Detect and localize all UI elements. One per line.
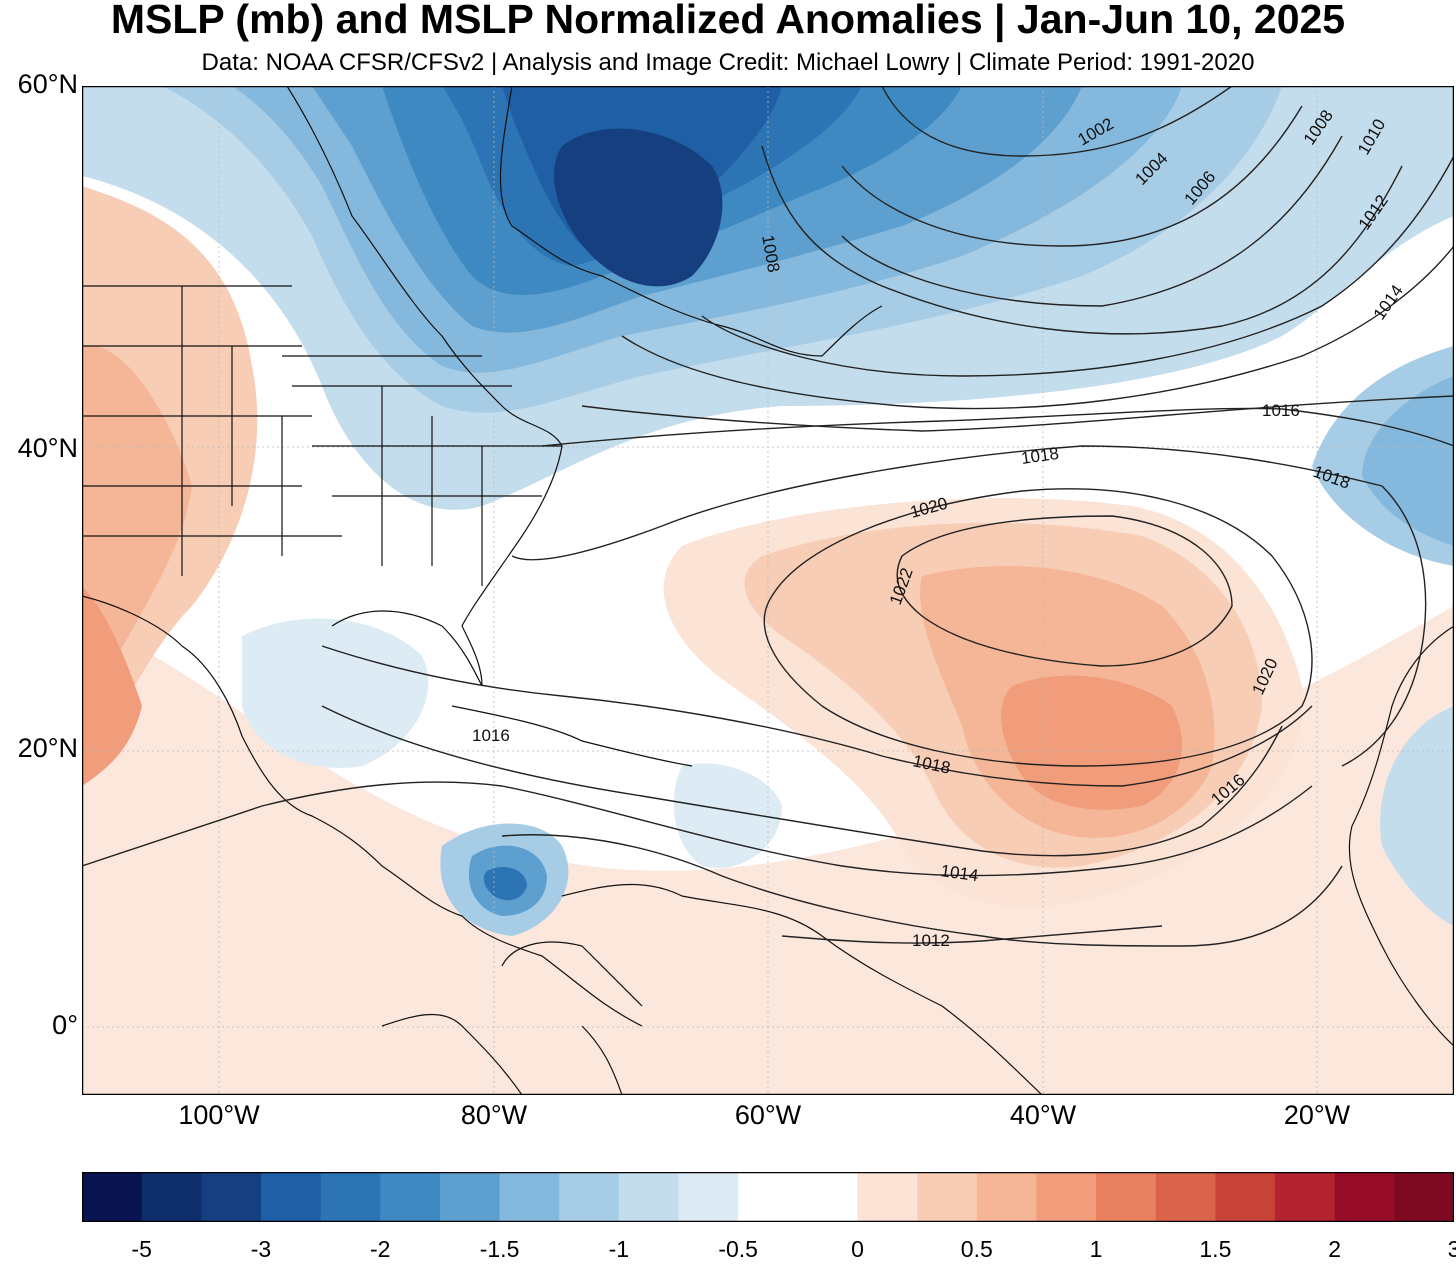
- colorbar-swatch: [380, 1172, 441, 1222]
- colorbar-tick-label: 0.5: [960, 1236, 993, 1262]
- isobar-label: 1016: [472, 726, 510, 745]
- colorbar-swatch: [260, 1172, 322, 1222]
- colorbar-tick-label: 1.5: [1199, 1236, 1232, 1262]
- lat-label-20n: 20°N: [17, 733, 78, 763]
- isobar-label: 1016: [1262, 401, 1300, 420]
- colorbar-swatch: [439, 1172, 501, 1222]
- colorbar-tick-label: -1.5: [479, 1236, 520, 1262]
- lat-label-60n: 60°N: [17, 69, 78, 99]
- lon-label-100w: 100°W: [178, 1100, 260, 1130]
- lon-label-20w: 20°W: [1283, 1100, 1351, 1130]
- lat-label-40n: 40°N: [17, 433, 78, 463]
- colorbar-tick-label: -5: [131, 1236, 152, 1262]
- colorbar-swatch: [1036, 1172, 1097, 1222]
- colorbar-tick-label: 3: [1447, 1236, 1456, 1262]
- map-subtitle: Data: NOAA CFSR/CFSv2 | Analysis and Ima…: [201, 49, 1255, 76]
- colorbar-swatch: [738, 1172, 799, 1222]
- colorbar-swatch: [1096, 1172, 1157, 1222]
- colorbar-tick-label: -1: [608, 1236, 630, 1262]
- map-title: MSLP (mb) and MSLP Normalized Anomalies …: [110, 0, 1346, 42]
- colorbar-swatch: [499, 1172, 560, 1222]
- colorbar-tick-label: -0.5: [718, 1236, 758, 1262]
- isobar-label: 1012: [912, 931, 950, 950]
- lon-label-80w: 80°W: [460, 1100, 528, 1130]
- colorbar-swatch: [1215, 1172, 1276, 1222]
- colorbar-swatch: [797, 1172, 858, 1222]
- colorbar-swatch: [1155, 1172, 1216, 1222]
- colorbar-tick-label: -3: [250, 1236, 272, 1262]
- colorbar-tick-label: 2: [1328, 1236, 1342, 1262]
- colorbar-swatch: [141, 1172, 202, 1222]
- lon-label-40w: 40°W: [1009, 1100, 1077, 1130]
- colorbar-swatch: [976, 1172, 1037, 1222]
- colorbar-swatch: [320, 1172, 381, 1222]
- colorbar-tick-label: -2: [370, 1236, 391, 1262]
- colorbar-swatch: [678, 1172, 739, 1222]
- colorbar-swatch: [201, 1172, 262, 1222]
- anomaly-map: 1002 1004 1006 1008 1010 1012 1014 1016 …: [82, 86, 1454, 1095]
- colorbar-swatch: [1394, 1172, 1454, 1222]
- colorbar-swatch: [1334, 1172, 1395, 1222]
- colorbar-swatch: [1275, 1172, 1336, 1222]
- colorbar-swatch: [559, 1172, 620, 1222]
- colorbar-swatch: [82, 1172, 143, 1222]
- colorbar-tick-label: 0: [851, 1236, 864, 1262]
- lat-label-0: 0°: [52, 1010, 78, 1040]
- coastlines: [82, 86, 1454, 1095]
- colorbar-swatch: [618, 1172, 680, 1222]
- anomaly-shading: 1002 1004 1006 1008 1010 1012 1014 1016 …: [82, 86, 1454, 1095]
- lon-label-60w: 60°W: [734, 1100, 802, 1130]
- colorbar: [82, 1172, 1454, 1222]
- colorbar-swatch: [917, 1172, 978, 1222]
- colorbar-tick-label: 1: [1089, 1236, 1103, 1262]
- isobars: [82, 86, 1454, 947]
- colorbar-swatch: [857, 1172, 918, 1222]
